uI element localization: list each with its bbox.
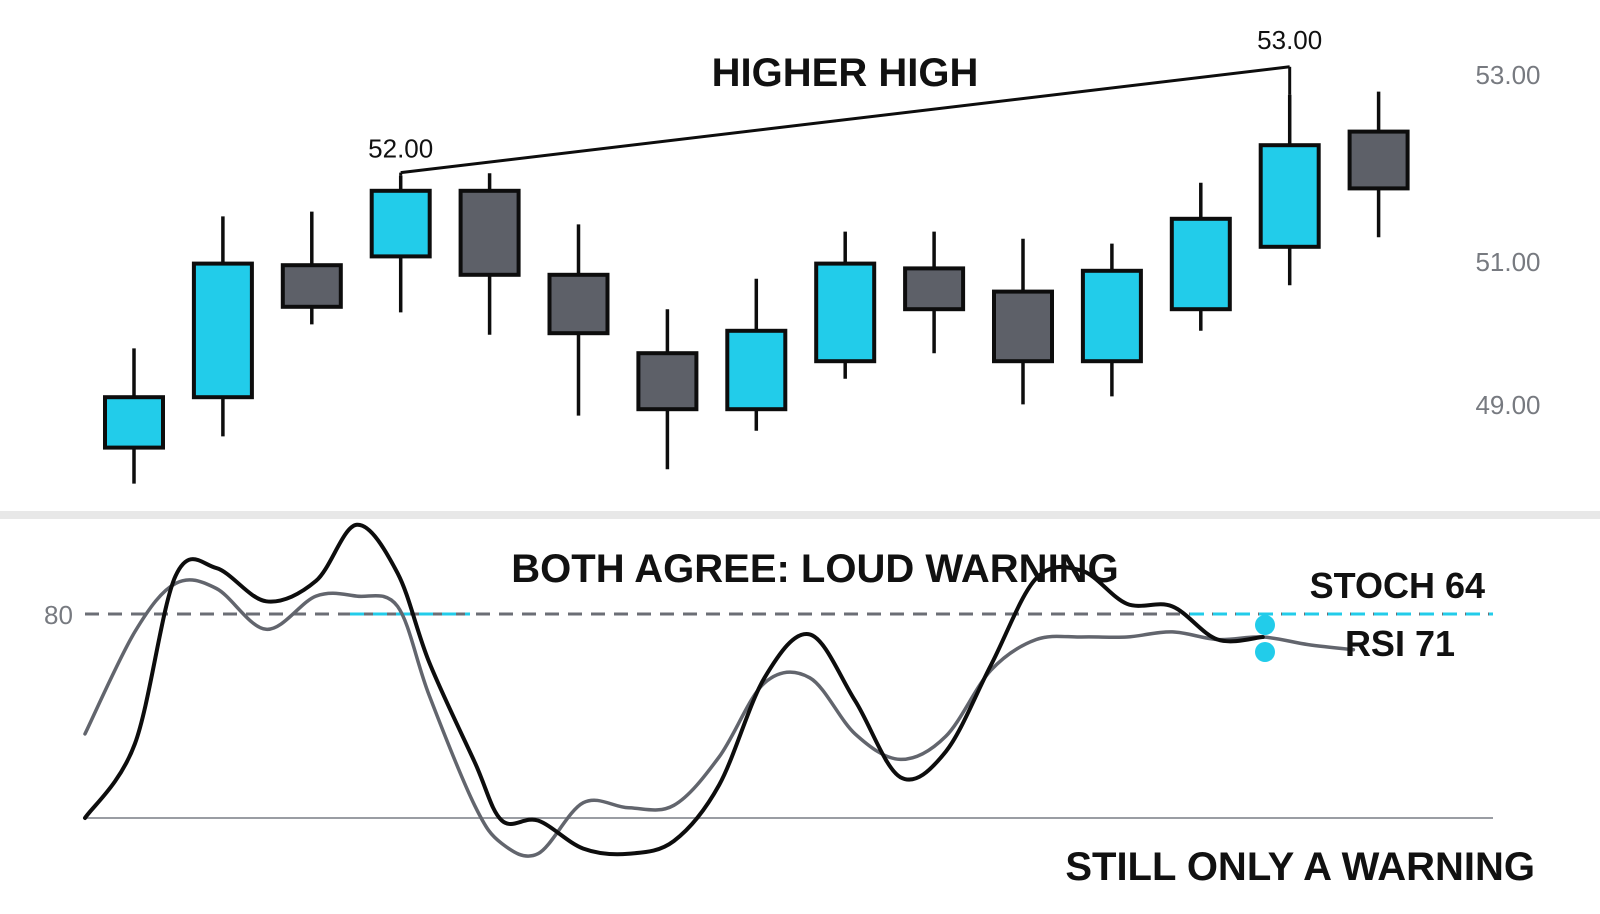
stoch-marker bbox=[1255, 615, 1275, 635]
candle-body bbox=[725, 328, 788, 412]
candle-9 bbox=[814, 231, 877, 379]
panel-divider bbox=[0, 511, 1600, 519]
rsi-line bbox=[83, 578, 1356, 858]
candle-12 bbox=[1080, 243, 1143, 397]
candle-14 bbox=[1258, 94, 1321, 286]
candle-7 bbox=[636, 309, 699, 470]
candle-body bbox=[280, 263, 343, 309]
candle-8 bbox=[725, 278, 788, 431]
candle-body bbox=[1080, 268, 1143, 364]
peak-label-52: 52.00 bbox=[368, 134, 433, 164]
rsi-marker bbox=[1255, 642, 1275, 662]
candle-body bbox=[103, 395, 165, 450]
price-tick-label: 49.00 bbox=[1475, 390, 1540, 420]
price-axis: 53.00 51.00 49.00 bbox=[1475, 60, 1540, 420]
divergence-segment bbox=[400, 65, 1290, 175]
candle-11 bbox=[992, 238, 1054, 405]
peak-label-53: 53.00 bbox=[1257, 25, 1322, 55]
candle-1 bbox=[103, 348, 165, 484]
candle-body bbox=[191, 261, 254, 400]
candle-body bbox=[369, 188, 432, 259]
candle-body bbox=[458, 188, 521, 277]
candle-2 bbox=[191, 216, 254, 437]
candle-body bbox=[1347, 129, 1410, 191]
price-chart: 53.00 51.00 49.00 52.00 53.00 HIGHER HIGH bbox=[103, 25, 1541, 484]
stoch-line bbox=[83, 522, 1265, 857]
candle-body bbox=[1169, 216, 1232, 312]
candle-body bbox=[992, 289, 1054, 364]
price-tick-label: 51.00 bbox=[1475, 247, 1540, 277]
higher-high-divergence-line bbox=[399, 65, 1292, 176]
candle-4 bbox=[369, 175, 432, 313]
candle-body bbox=[903, 266, 966, 312]
candle-body bbox=[547, 272, 610, 336]
higher-high-headline: HIGHER HIGH bbox=[712, 51, 979, 95]
candle-body bbox=[1258, 143, 1321, 249]
threshold-level-label: 80 bbox=[44, 600, 73, 630]
candle-6 bbox=[547, 224, 610, 416]
indicator-chart: 80 BOTH AGREE: LOUD WARNING STOCH 64 RSI… bbox=[44, 522, 1535, 889]
candle-5 bbox=[458, 173, 521, 335]
candle-10 bbox=[903, 231, 966, 354]
both-agree-headline: BOTH AGREE: LOUD WARNING bbox=[511, 547, 1118, 591]
candle-13 bbox=[1169, 182, 1232, 331]
price-tick-label: 53.00 bbox=[1475, 60, 1540, 90]
candle-body bbox=[636, 351, 699, 412]
candle-3 bbox=[280, 211, 343, 325]
rsi-value-label: RSI 71 bbox=[1345, 623, 1455, 664]
candle-body bbox=[814, 261, 877, 364]
still-only-warning-footer: STILL ONLY A WARNING bbox=[1065, 845, 1535, 889]
candle-15 bbox=[1347, 91, 1410, 238]
candlesticks bbox=[103, 91, 1410, 484]
stoch-value-label: STOCH 64 bbox=[1310, 565, 1485, 606]
